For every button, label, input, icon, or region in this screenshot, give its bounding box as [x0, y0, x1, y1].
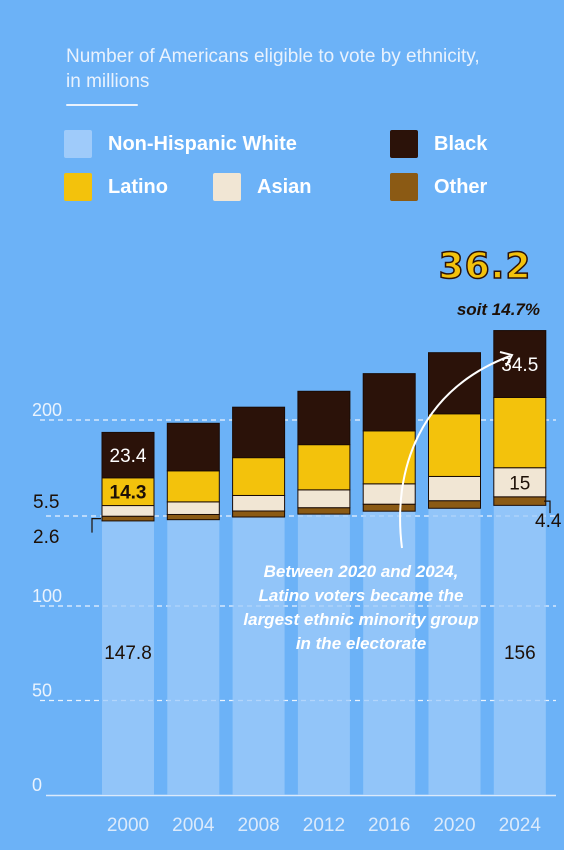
x-tick-label-2024: 2024: [499, 815, 542, 836]
leader-2000-other: [91, 518, 101, 533]
chart-annotation: Between 2020 and 2024, Latino voters bec…: [243, 562, 479, 653]
bar-2024-other: [493, 496, 547, 506]
bar-2000-latino: [101, 477, 155, 507]
legend-item-black: Black: [390, 129, 487, 159]
y-tick-label-100: 100: [32, 586, 62, 606]
bar-2000-non-hispanic-white: [102, 520, 154, 795]
legend-swatch-asian: [213, 173, 241, 201]
data-label-2000-black: 23.4: [110, 446, 147, 467]
bar-2024-latino: [493, 396, 547, 469]
legend-swatch-white: [64, 130, 92, 158]
x-tick-label-2004: 2004: [172, 815, 215, 836]
bar-2024-black: [493, 330, 547, 398]
data-label-2024-black: 34.5: [501, 355, 538, 376]
bar-2016-asian: [362, 483, 416, 505]
legend-swatch-black: [390, 130, 418, 158]
bar-2012-black: [297, 390, 351, 446]
data-label-2024-asian: 15: [509, 473, 530, 494]
legend-label-other: Other: [434, 175, 488, 198]
title-underline: [66, 104, 138, 106]
bar-2008-black: [232, 406, 286, 459]
data-label-2000-latino: 14.3: [110, 483, 147, 504]
legend-item-asian: Asian: [213, 172, 311, 202]
bar-2016-other: [362, 503, 416, 512]
bar-2008-non-hispanic-white: [232, 517, 285, 795]
bar-2008-latino: [232, 457, 286, 496]
x-tick-label-2016: 2016: [368, 815, 410, 836]
data-label-2024-non-hispanic-white: 156: [504, 643, 536, 664]
bar-2004-non-hispanic-white: [167, 519, 220, 795]
bar-2012-non-hispanic-white: [297, 514, 350, 795]
y-tick-label-200: 200: [32, 400, 62, 420]
headline-value: 36.2: [438, 245, 532, 288]
annotation-arrowhead: [499, 351, 514, 367]
x-tick-label-2020: 2020: [433, 815, 475, 836]
bar-2000-other: [101, 515, 155, 522]
y-tick-label-50: 50: [32, 681, 52, 701]
data-label-2000-non-hispanic-white: 147.8: [104, 643, 152, 664]
bar-2008-other: [232, 510, 286, 518]
legend-swatch-other: [390, 173, 418, 201]
leader-2024-other: [544, 500, 551, 514]
legend-label-asian: Asian: [257, 175, 312, 198]
bar-2008-asian: [232, 494, 286, 512]
bar-2016-latino: [362, 430, 416, 485]
bar-2012-asian: [297, 489, 351, 509]
bar-2020-asian: [428, 475, 481, 502]
bar-2012-latino: [297, 444, 351, 491]
x-tick-label-2000: 2000: [107, 815, 149, 836]
y-tick-label-0: 0: [32, 775, 42, 795]
bar-2004-other: [166, 513, 220, 521]
legend-label-white: Non-Hispanic White: [108, 132, 297, 155]
bar-2016-non-hispanic-white: [363, 511, 416, 795]
legend-label-latino: Latino: [108, 175, 168, 198]
legend-item-white: Non-Hispanic White: [64, 129, 297, 159]
bar-2020-latino: [428, 413, 481, 477]
chart-title: Number of Americans eligible to vote by …: [66, 46, 480, 92]
legend-item-latino: Latino: [64, 172, 168, 202]
data-label-2024-other: 4.4: [535, 511, 562, 532]
annotation-arrow: [399, 355, 511, 549]
bar-2020-non-hispanic-white: [428, 508, 481, 795]
bar-2004-black: [166, 422, 220, 472]
data-label-2000-other: 2.6: [33, 527, 59, 548]
bar-2016-black: [362, 373, 416, 432]
x-tick-label-2012: 2012: [303, 815, 345, 836]
x-tick-label-2008: 2008: [237, 815, 279, 836]
bar-2020-black: [428, 352, 481, 415]
bar-2000-black: [101, 431, 155, 479]
legend-label-black: Black: [434, 132, 488, 155]
bar-2004-latino: [166, 470, 220, 503]
bar-2004-asian: [166, 501, 220, 515]
headline-share: soit 14.7%: [456, 300, 540, 319]
bar-2000-asian: [101, 505, 155, 517]
legend-swatch-latino: [64, 173, 92, 201]
bar-2012-other: [297, 507, 351, 515]
legend-item-other: Other: [390, 172, 487, 202]
bar-2024-non-hispanic-white: [493, 505, 546, 795]
data-label-2000-asian: 5.5: [33, 492, 59, 513]
bar-2020-other: [428, 500, 481, 509]
